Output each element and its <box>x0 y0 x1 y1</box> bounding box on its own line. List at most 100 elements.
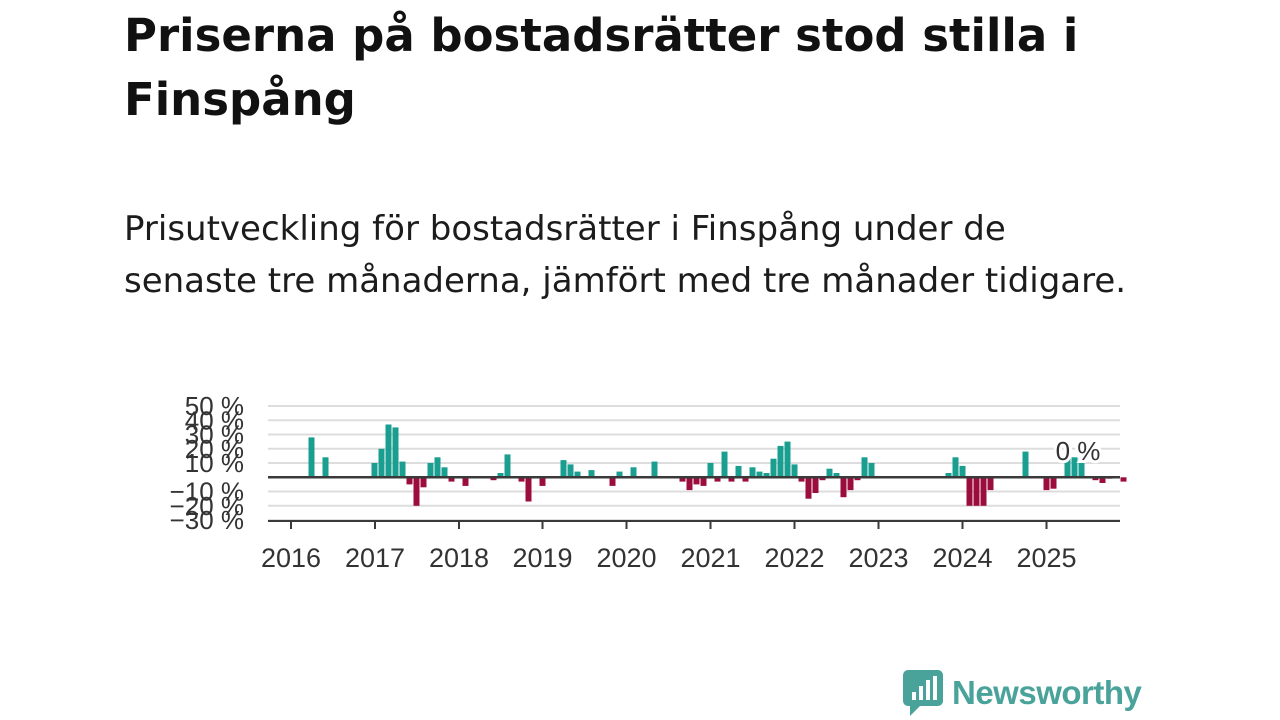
bar <box>518 477 525 482</box>
bar <box>819 477 826 481</box>
bar <box>434 457 441 478</box>
bar <box>406 477 413 485</box>
bar <box>616 471 623 478</box>
bar <box>399 461 406 478</box>
axes: 50 %40 %30 %20 %10 %−10 %−20 %−30 % 2016 2… <box>170 391 1120 573</box>
bar <box>707 463 714 478</box>
bar <box>812 477 819 493</box>
bar-chart-logo-icon <box>903 670 943 716</box>
bar <box>427 463 434 478</box>
bars <box>308 424 1127 506</box>
y-tick-label: 20 % <box>185 434 244 464</box>
bar <box>1092 477 1099 481</box>
bar <box>966 477 973 506</box>
bar <box>777 445 784 478</box>
bar <box>700 477 707 486</box>
bar <box>539 477 546 486</box>
bar <box>756 471 763 478</box>
bar <box>833 473 840 478</box>
x-tick-label: 2020 <box>596 543 656 573</box>
bar <box>798 477 805 482</box>
x-tick-label: 2019 <box>512 543 572 573</box>
bar <box>714 477 721 482</box>
bar <box>987 477 994 491</box>
chart-subtitle: Prisutveckling för bostadsrätter i Finsp… <box>124 209 1127 301</box>
last-value-label: 0 % <box>1056 436 1101 466</box>
bar <box>826 468 833 478</box>
x-tick-label: 2021 <box>680 543 740 573</box>
bar <box>490 477 497 481</box>
bar <box>574 471 581 478</box>
bar <box>462 477 469 486</box>
bar <box>1064 457 1071 478</box>
bar <box>504 454 511 478</box>
bar <box>378 448 385 478</box>
bar <box>651 461 658 478</box>
bar <box>385 424 392 478</box>
bar <box>952 457 959 478</box>
bar <box>567 464 574 478</box>
bar <box>945 473 952 478</box>
chart-title: Priserna på bostadsrätter stod stilla i … <box>124 9 1079 126</box>
x-tick-label: 2018 <box>429 543 489 573</box>
bar <box>1120 477 1127 482</box>
bar <box>749 467 756 478</box>
x-tick-label: 2023 <box>848 543 908 573</box>
y-tick-label: −10 % <box>170 477 244 507</box>
bar <box>1050 477 1057 489</box>
bar <box>560 460 567 478</box>
x-tick-label: 2024 <box>932 543 992 573</box>
x-tick-label: 2016 <box>261 543 321 573</box>
bar <box>805 477 812 499</box>
y-tick-label: 50 % <box>185 391 244 421</box>
bar <box>525 477 532 502</box>
bar <box>609 477 616 486</box>
bar <box>693 477 700 485</box>
y-tick-label: 40 % <box>185 405 244 435</box>
bar <box>1043 477 1050 491</box>
bar <box>686 477 693 491</box>
bar <box>630 467 637 478</box>
newsworthy-logo: Newsworthy <box>902 668 1142 718</box>
bar <box>973 477 980 506</box>
y-tick-label: −20 % <box>170 491 244 521</box>
bar <box>854 477 861 481</box>
bar <box>980 477 987 506</box>
bar <box>322 457 329 478</box>
bar <box>742 477 749 482</box>
bar <box>413 477 420 506</box>
bar <box>784 441 791 478</box>
bar <box>959 465 966 478</box>
bar <box>721 451 728 478</box>
bar <box>1078 458 1085 478</box>
bar <box>497 473 504 478</box>
x-tick-label: 2022 <box>764 543 824 573</box>
x-tick-label: 2017 <box>345 543 405 573</box>
bar <box>1022 451 1029 478</box>
bar-chart: 50 %40 %30 %20 %10 %−10 %−20 %−30 % 2016 2… <box>170 391 1127 573</box>
bar <box>840 477 847 498</box>
bar <box>371 463 378 478</box>
bar <box>735 465 742 478</box>
bar <box>791 464 798 478</box>
bar <box>679 477 686 482</box>
bar <box>392 427 399 478</box>
y-tick-label: 30 % <box>185 420 244 450</box>
bar <box>420 477 427 488</box>
bar <box>1099 477 1106 483</box>
bar <box>728 477 735 482</box>
x-tick-label: 2025 <box>1016 543 1076 573</box>
bar <box>763 473 770 478</box>
bar <box>588 470 595 478</box>
bar <box>441 467 448 478</box>
bar <box>847 477 854 491</box>
bar <box>448 477 455 482</box>
bar <box>1071 457 1078 478</box>
brand-name: Newsworthy <box>952 674 1142 711</box>
bar <box>308 437 315 478</box>
y-tick-label: −30 % <box>170 505 244 535</box>
bar <box>770 458 777 478</box>
bar <box>861 457 868 478</box>
gridlines <box>268 405 1120 521</box>
bar <box>868 463 875 478</box>
